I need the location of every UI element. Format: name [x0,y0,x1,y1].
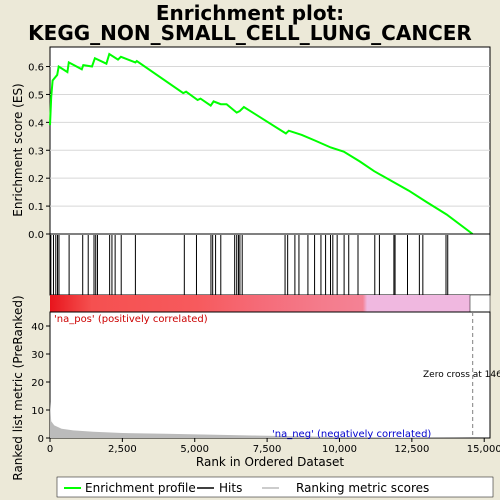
es-y-tick-label: 0.2 [28,174,44,185]
hits-panel [49,233,491,296]
x-tick-label: 15,000 [467,444,500,455]
es-panel [49,46,491,235]
es-y-tick-label: 0.4 [28,118,44,129]
es-y-tick-label: 0.6 [28,63,44,74]
es-y-tick-label: 0.5 [28,90,44,101]
x-tick-label: 12,500 [394,444,429,455]
es-y-axis-label: Enrichment score (ES) [11,83,25,216]
na-neg-label: 'na_neg' (negatively correlated) [272,429,431,440]
zero-cross-label: Zero cross at 14602 [423,370,500,380]
legend-enrichment-label: Enrichment profile [85,481,196,495]
es-y-tick-label: 0.3 [28,146,44,157]
es-y-axis: 0.0 0.1 0.2 0.3 0.4 0.5 0.6 [28,63,50,241]
es-y-tick-label: 0.0 [28,230,44,241]
metric-y-tick-label: 0 [38,434,44,445]
ranking-metric-area [50,401,473,438]
legend-hits-label: Hits [219,481,242,495]
enrichment-profile-line [49,52,474,235]
x-tick-label: 10,000 [322,444,357,455]
plot-title-line1: Enrichment plot: [155,1,345,25]
x-tick-label: 0 [47,444,53,455]
metric-y-tick-label: 20 [31,378,44,389]
x-axis-label: Rank in Ordered Dataset [196,455,344,469]
plot-title-line2: KEGG_NON_SMALL_CELL_LUNG_CANCER [28,21,472,45]
metric-y-axis-label: Ranked list metric (PreRanked) [11,295,25,480]
metric-y-tick-label: 40 [31,322,44,333]
hit-markers [50,235,449,295]
metric-panel [49,311,491,439]
metric-y-axis: 0 10 20 30 40 [31,322,50,445]
metric-y-tick-label: 10 [31,406,44,417]
x-tick-label: 2,500 [108,444,137,455]
x-tick-label: 7,500 [253,444,282,455]
legend-box [56,476,494,498]
x-tick-label: 5,000 [180,444,209,455]
na-pos-label: 'na_pos' (positively correlated) [54,314,208,325]
metric-y-tick-label: 30 [31,350,44,361]
ranking-color-bar [50,295,470,312]
es-y-tick-label: 0.1 [28,202,44,213]
color-bar-tail [469,294,491,313]
x-axis: 0 2,500 5,000 7,500 10,000 12,500 15,000 [47,438,500,455]
legend-metric-label: Ranking metric scores [296,481,429,495]
